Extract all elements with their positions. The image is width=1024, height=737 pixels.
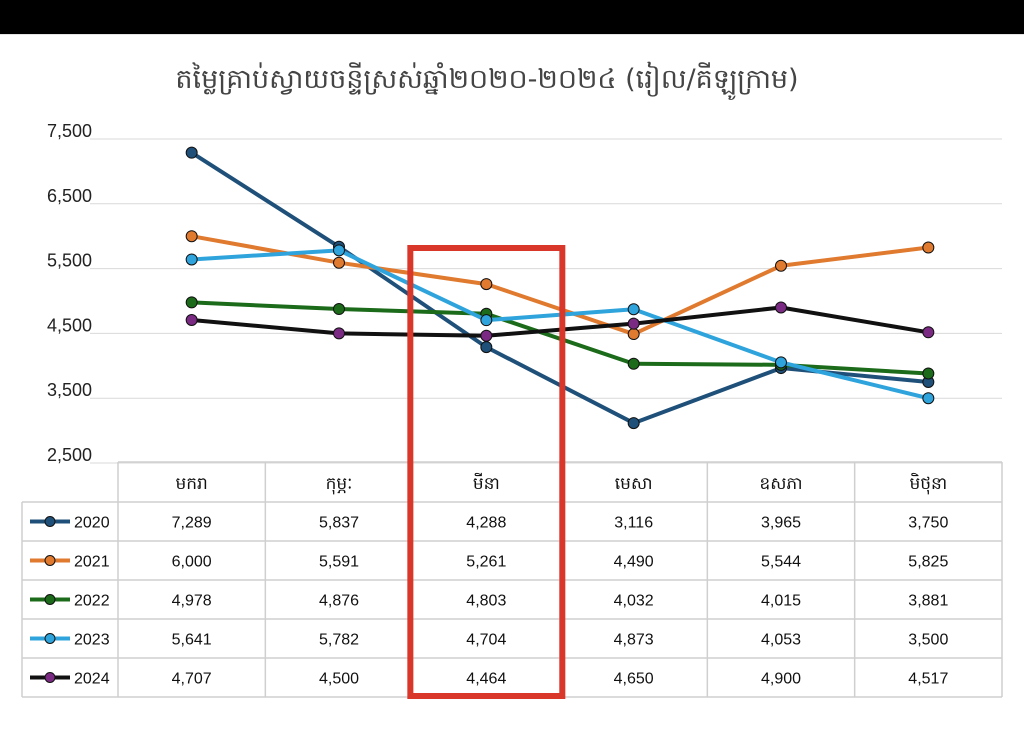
data-point [185, 253, 198, 266]
data-cell: 4,876 [319, 593, 359, 610]
data-point [922, 326, 935, 339]
legend-marker [44, 516, 56, 527]
data-cell: 7,289 [172, 515, 212, 532]
legend-label: 2021 [74, 554, 110, 571]
chart-frame: តម្លៃគ្រាប់ស្វាយចន្ទីស្រស់ឆ្នាំ២០២០-២០២៤… [0, 34, 1024, 737]
line-chart: តម្លៃគ្រាប់ស្វាយចន្ទីស្រស់ឆ្នាំ២០២០-២០២៤… [21, 61, 1003, 699]
data-cell: 3,881 [908, 593, 948, 610]
data-cell: 5,261 [466, 554, 506, 571]
data-cell: 4,517 [908, 671, 948, 688]
legend-label: 2020 [74, 515, 110, 532]
data-cell: 4,803 [466, 593, 506, 610]
data-point [627, 417, 640, 430]
y-tick-label: 3,500 [47, 380, 92, 400]
category-label: មិថុនា [909, 472, 947, 495]
legend-label: 2023 [74, 632, 110, 649]
data-cell: 3,750 [908, 515, 948, 532]
legend-label: 2024 [74, 671, 110, 688]
data-point [775, 301, 787, 314]
y-axis-ticks: 7,500 6,500 5,500 4,500 3,500 2,500 [47, 121, 92, 465]
y-tick-label: 6,500 [47, 186, 92, 206]
data-point [775, 259, 787, 272]
y-tick-label: 7,500 [47, 121, 92, 141]
y-tick-label: 2,500 [47, 445, 92, 465]
data-cell: 3,116 [614, 515, 653, 532]
data-cell: 4,707 [172, 671, 212, 688]
gridlines [90, 138, 1002, 464]
data-cell: 4,032 [614, 593, 654, 610]
data-point [185, 313, 198, 326]
legend-marker [44, 672, 56, 683]
data-cell: 6,000 [172, 554, 212, 571]
legend-marker [44, 555, 56, 566]
data-cell: 4,015 [761, 593, 801, 610]
data-point [333, 327, 345, 340]
data-point [480, 341, 493, 354]
data-cell: 5,782 [319, 632, 359, 649]
data-cell: 4,288 [466, 515, 506, 532]
y-tick-label: 5,500 [47, 251, 92, 271]
data-point [333, 244, 345, 257]
data-cell: 5,825 [908, 554, 948, 571]
category-label: មករា [175, 474, 207, 494]
data-cell: 4,490 [614, 554, 654, 571]
data-point [185, 230, 198, 243]
data-cell: 3,500 [908, 632, 948, 649]
data-point [922, 367, 935, 380]
data-point [627, 317, 640, 330]
legend-marker [44, 594, 56, 605]
data-cell: 5,837 [319, 515, 359, 532]
data-point [922, 392, 935, 405]
chart-title: តម្លៃគ្រាប់ស្វាយចន្ទីស្រស់ឆ្នាំ២០២០-២០២៤… [175, 61, 798, 100]
data-cell: 3,965 [761, 515, 801, 532]
data-cell: 4,650 [614, 671, 654, 688]
data-point [480, 278, 493, 291]
data-point [185, 296, 198, 309]
data-point [480, 314, 493, 327]
category-label: មីនា [473, 472, 500, 494]
data-cell: 4,873 [614, 632, 654, 649]
data-cell: 4,978 [172, 593, 212, 610]
data-cell: 5,544 [761, 554, 801, 571]
data-cell: 4,053 [761, 632, 801, 649]
data-cell: 4,900 [761, 671, 801, 688]
data-point [333, 303, 345, 316]
data-point [333, 256, 345, 269]
highlight-box [407, 245, 566, 699]
legend-label: 2022 [74, 593, 110, 610]
y-tick-label: 4,500 [47, 315, 92, 335]
data-cell: 4,464 [466, 671, 506, 688]
legend-marker [44, 633, 56, 644]
data-point [627, 328, 640, 341]
category-label: ឧសភា [759, 474, 802, 494]
data-point [185, 146, 198, 159]
top-black-bar [0, 0, 1024, 34]
category-label: កុម្ភៈ [326, 474, 353, 495]
data-point [627, 303, 640, 316]
data-cell: 5,591 [319, 554, 359, 571]
data-point [480, 329, 493, 342]
data-cell: 4,704 [466, 632, 506, 649]
data-table: មករា កុម្ភៈ មីនា មេសា ឧសភា មិថុនា 2020 7,289 5,8… [21, 461, 1003, 698]
data-point [775, 356, 787, 369]
data-cell: 5,641 [172, 632, 212, 649]
category-label: មេសា [615, 474, 653, 494]
data-point [627, 357, 640, 370]
data-cell: 4,500 [319, 671, 359, 688]
data-point [922, 241, 935, 254]
